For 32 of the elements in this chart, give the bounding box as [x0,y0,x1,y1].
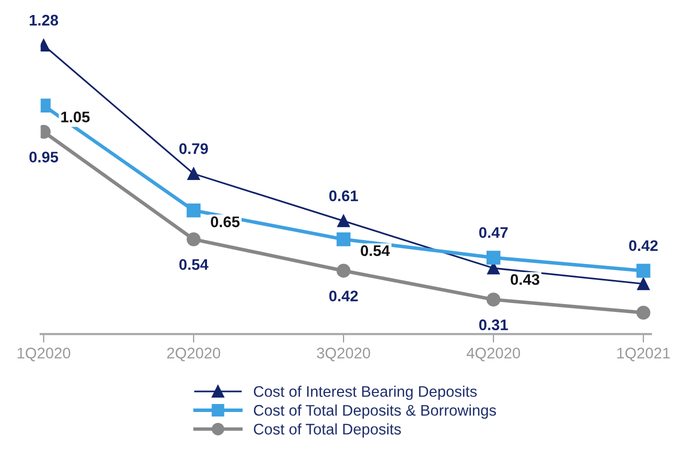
point [636,306,650,320]
data-label: 0.65 [210,216,240,228]
x-tick-label: 2Q2020 [167,348,220,362]
legend-label: Cost of Total Deposits & Borrowings [254,404,496,419]
point [186,204,201,218]
data-label: 0.31 [479,319,508,330]
data-label: 1.28 [30,14,58,26]
point [187,168,200,180]
x-tick-label: 4Q2020 [466,348,520,362]
point [636,264,650,278]
point [637,278,650,290]
data-label: 0.43 [510,274,540,285]
point [486,250,500,265]
data-label: 0.61 [329,190,358,202]
point [336,232,350,246]
point [337,214,350,228]
data-label: 0.95 [29,152,58,162]
data-label: 0.42 [329,290,358,302]
point [486,292,500,307]
data-label: 1.05 [61,112,90,122]
data-label: 0.47 [479,227,508,238]
point [186,232,201,246]
point [336,264,350,278]
x-tick-label: 1Q2020 [18,348,70,362]
legend-label: Cost of Total Deposits [254,423,401,438]
legend-label: Cost of Interest Bearing Deposits [254,386,477,400]
data-label: 0.54 [360,245,390,256]
x-tick-label: 1Q2021 [617,348,670,362]
data-label: 0.79 [179,143,208,154]
data-label: 0.54 [179,259,208,270]
x-tick-label: 3Q2020 [316,348,370,362]
data-label: 0.42 [629,240,658,252]
